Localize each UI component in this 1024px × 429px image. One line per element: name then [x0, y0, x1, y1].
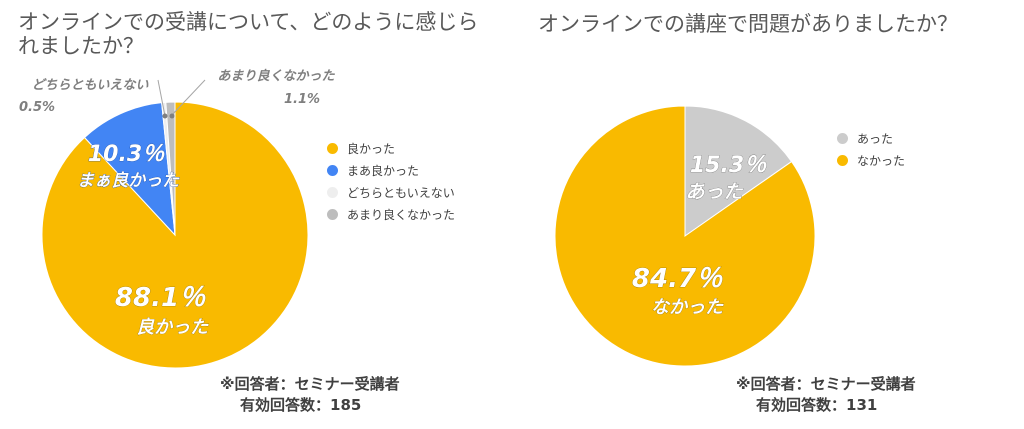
chart1-legend-swatch-2 [327, 186, 338, 198]
chart1-legend-item-2: どちらともいえない [327, 181, 455, 203]
chart1-legend-item-3: あまり良くなかった [327, 203, 455, 225]
chart1-value-label-0: 88.1％ [115, 283, 206, 313]
chart2-slice-1 [554, 105, 816, 367]
chart2-title: オンラインでの講座で問題がありましたか？ [538, 12, 958, 36]
chart2-legend-item-1: なかった [837, 149, 905, 171]
chart1-slice-label-1: まぁ良かった [77, 171, 180, 191]
chart1-legend-item-1: まあ良かった [327, 159, 455, 181]
chart1-value-label-1: 10.3％ [88, 142, 165, 167]
chart1-legend-label-1: まあ良かった [347, 163, 420, 178]
chart2-slice-0 [684, 105, 793, 237]
chart2-value-label-1: 84.7％ [632, 264, 723, 294]
chart1-note-respondents: ※回答者：セミナー受講者 [220, 375, 400, 393]
chart1-slice-3 [165, 101, 176, 236]
chart1-leader-dot-2 [162, 113, 168, 119]
chart2-legend-swatch-0 [837, 132, 848, 144]
chart2-legend-swatch-1 [837, 154, 848, 166]
chart1-note-count: 有効回答数：185 [240, 396, 362, 414]
chart2-legend-label-0: あった [857, 131, 894, 146]
chart2-note: ※回答者：セミナー受講者 有効回答数：131 [736, 374, 916, 416]
chart2-note-count: 有効回答数：131 [756, 396, 878, 414]
chart1-slice-label-2: どちらともいえない [32, 78, 150, 93]
chart1-legend-label-2: どちらともいえない [347, 185, 455, 200]
chart2-slice-label-0: あった [685, 181, 743, 203]
chart1-value-label-2: 0.5% [19, 100, 55, 115]
chart1-legend: 良かったまあ良かったどちらともいえない あまり良くなかった [327, 137, 455, 225]
chart2-legend: あった なかった [837, 127, 905, 171]
chart1-legend-swatch-0 [327, 142, 338, 154]
chart1-slice-1 [83, 102, 176, 237]
chart1-legend-swatch-3 [327, 208, 338, 220]
chart1-value-label-3: 1.1% [284, 92, 320, 107]
chart1-note: ※回答者：セミナー受講者 有効回答数：185 [220, 374, 400, 416]
chart2-value-label-0: 15.3％ [690, 153, 767, 178]
chart1-leader-line-2 [157, 79, 166, 117]
chart2-note-respondents: ※回答者：セミナー受講者 [736, 375, 916, 393]
chart1-legend-label-0: 良かった [347, 141, 396, 156]
chart1-slice-label-0: 良かった [136, 317, 209, 338]
chart1-title: オンラインでの受講について、どのように感じられましたか？ [18, 10, 479, 58]
chart1-legend-label-3: あまり良くなかった [347, 207, 456, 222]
chart1-leader-dot-3 [169, 113, 175, 119]
chart1-legend-item-0: 良かった [327, 137, 455, 159]
chart2-legend-label-1: なかった [857, 153, 906, 168]
chart1-slice-label-3: あまり良くなかった [217, 68, 335, 84]
chart2-slice-label-1: なかった [651, 297, 724, 318]
chart1-legend-swatch-1 [327, 164, 338, 176]
chart2-legend-item-0: あった [837, 127, 905, 149]
chart1-leader-line-3 [170, 79, 206, 117]
